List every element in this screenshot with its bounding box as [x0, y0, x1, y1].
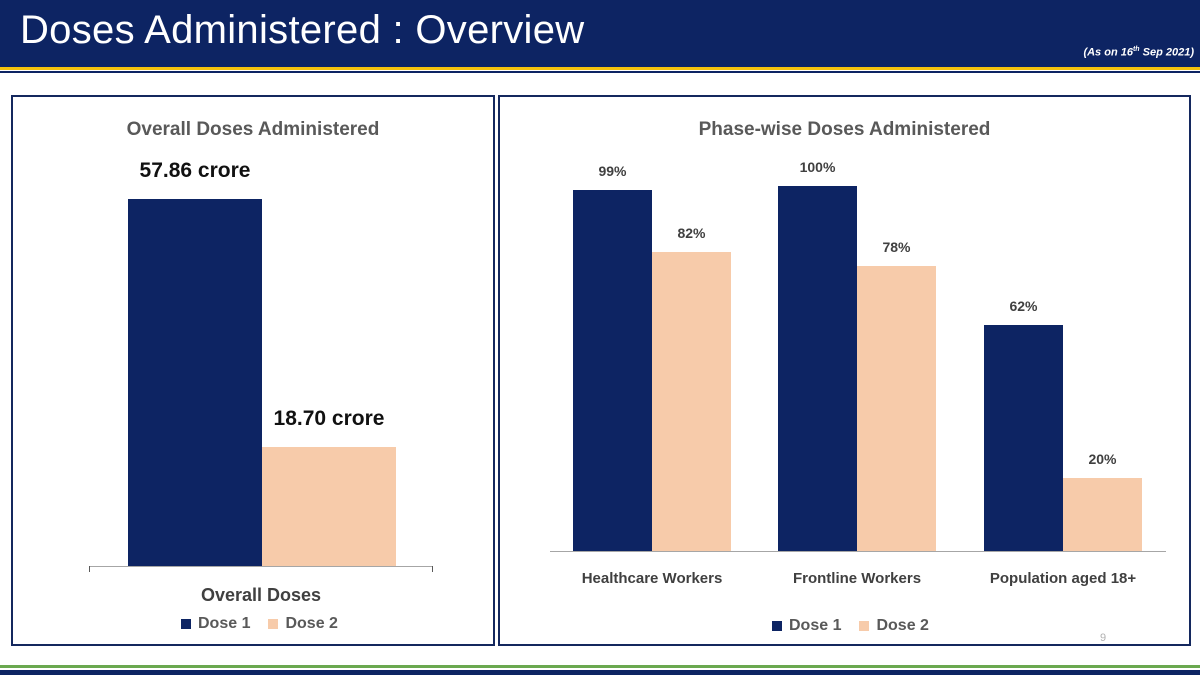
footer-green-stripe — [0, 665, 1200, 668]
x-axis-line — [550, 551, 1166, 552]
bar-healthcare-workers-dose-2 — [652, 251, 731, 551]
date-prefix: (As on 16 — [1083, 47, 1133, 59]
bar-population-aged-18-dose-2 — [1063, 478, 1142, 551]
bar-population-aged-18-dose-1 — [984, 324, 1063, 551]
page-title: Doses Administered : Overview — [20, 8, 585, 52]
bar-dose-2 — [262, 447, 396, 566]
phase-chart-title: Phase-wise Doses Administered — [698, 119, 991, 140]
legend-item-dose-1: Dose 1 — [181, 615, 250, 633]
legend-swatch-dose-2 — [268, 619, 279, 629]
data-label-dose-2: 18.70 crore — [273, 407, 385, 431]
data-label-frontline-workers-dose-2: 78% — [882, 239, 911, 256]
data-label-healthcare-workers-dose-2: 82% — [677, 224, 706, 241]
category-label-population-aged-18: Population aged 18+ — [989, 570, 1137, 587]
chart-legend: Dose 1 Dose 2 — [181, 615, 356, 633]
data-label-dose-1: 57.86 crore — [139, 159, 251, 182]
category-label-frontline-workers: Frontline Workers — [792, 570, 922, 587]
category-label-healthcare-workers: Healthcare Workers — [581, 570, 723, 587]
bar-dose-1 — [128, 199, 262, 566]
footer-navy-stripe — [0, 670, 1200, 675]
legend-item-dose-2: Dose 2 — [859, 617, 929, 635]
data-label-frontline-workers-dose-1: 100% — [799, 159, 836, 175]
bar-healthcare-workers-dose-1 — [573, 189, 652, 551]
date-superscript: th — [1132, 46, 1140, 54]
overall-chart-title: Overall Doses Administered — [126, 119, 380, 140]
header-bar: Doses Administered : Overview (As on 16t… — [0, 0, 1200, 67]
data-label-population-aged-18-dose-1: 62% — [1009, 297, 1038, 314]
x-axis-tick-left — [89, 566, 90, 572]
date-suffix: Sep 2021) — [1139, 47, 1194, 59]
overall-doses-chart-panel: Overall Doses Administered 57.86 crore 18… — [11, 95, 495, 646]
legend-label-dose-1: Dose 1 — [789, 617, 842, 634]
legend-item-dose-2: Dose 2 — [268, 615, 338, 633]
header-navy-stripe — [0, 71, 1200, 73]
phase-wise-chart-panel: Phase-wise Doses Administered 99% 82% Heal… — [498, 95, 1191, 646]
data-label-population-aged-18-dose-2: 20% — [1088, 451, 1117, 467]
legend-label-dose-2: Dose 2 — [876, 617, 929, 634]
bar-frontline-workers-dose-2 — [857, 266, 936, 551]
legend-swatch-dose-2 — [859, 621, 870, 631]
legend-label-dose-1: Dose 1 — [198, 615, 251, 632]
x-axis-tick-right — [432, 566, 433, 572]
bar-frontline-workers-dose-1 — [778, 186, 857, 551]
as-on-date: (As on 16th Sep 2021) — [1083, 46, 1194, 59]
header-gold-stripe — [0, 67, 1200, 70]
legend-item-dose-1: Dose 1 — [772, 617, 841, 635]
page-number: 9 — [1100, 632, 1107, 644]
data-label-healthcare-workers-dose-1: 99% — [598, 162, 627, 179]
legend-swatch-dose-1 — [772, 621, 782, 631]
legend-label-dose-2: Dose 2 — [285, 615, 338, 632]
category-label-overall-doses: Overall Doses — [200, 585, 322, 605]
legend-swatch-dose-1 — [181, 619, 191, 629]
chart-legend: Dose 1 Dose 2 — [772, 617, 947, 635]
x-axis-line — [89, 566, 433, 567]
